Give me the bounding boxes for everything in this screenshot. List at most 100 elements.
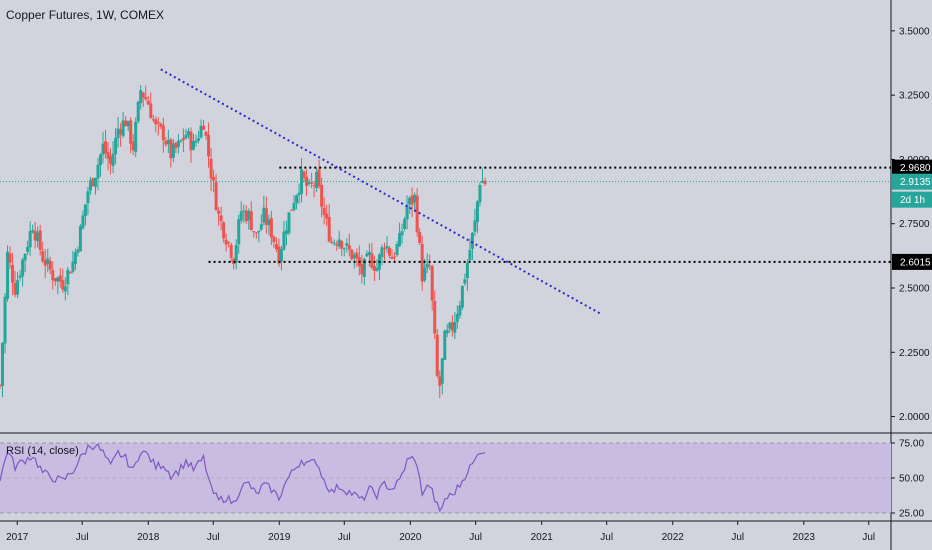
price-tick-label: 2.5000 xyxy=(899,284,930,295)
trendline xyxy=(160,68,602,315)
time-tick-label: 2020 xyxy=(399,532,422,543)
candle-up xyxy=(352,254,356,259)
rsi-tick-label: 75.00 xyxy=(899,439,924,450)
candle-down xyxy=(347,245,351,250)
candle-down xyxy=(269,218,273,238)
candle-down xyxy=(277,246,281,264)
candle-up xyxy=(257,230,261,233)
candle-up xyxy=(262,207,266,223)
rsi-pane xyxy=(0,442,891,514)
candle-up xyxy=(134,121,138,152)
candle-down xyxy=(38,230,42,250)
current-price-tag-bg xyxy=(892,173,932,190)
candle-up xyxy=(292,202,296,210)
candle-down xyxy=(264,208,268,225)
candle-up xyxy=(88,180,92,191)
candle-up xyxy=(408,197,412,205)
resistance-price-tag: 2.9680 xyxy=(900,163,931,174)
time-tick-label: 2018 xyxy=(137,532,160,543)
candle-down xyxy=(11,264,15,283)
candle-up xyxy=(136,101,140,122)
candle-down xyxy=(204,131,208,136)
candle-up xyxy=(345,243,349,246)
candle-up xyxy=(36,232,40,242)
candle-up xyxy=(385,245,389,249)
rsi-label: RSI (14, close) xyxy=(6,445,79,457)
candle-down xyxy=(317,169,321,187)
support-price-tag-bg xyxy=(892,253,932,270)
candle-up xyxy=(284,230,288,235)
candle-up xyxy=(3,296,7,344)
candle-down xyxy=(390,256,394,259)
candle-up xyxy=(81,215,85,229)
candle-up xyxy=(315,171,319,189)
candle-up xyxy=(362,258,366,277)
candle-up xyxy=(440,358,444,384)
candle-down xyxy=(415,195,419,233)
candle-down xyxy=(159,123,163,127)
candle-up xyxy=(413,194,417,203)
candle-up xyxy=(267,219,271,226)
candle-down xyxy=(131,141,135,151)
candle-up xyxy=(380,247,384,258)
candle-up xyxy=(398,233,402,247)
candle-up xyxy=(367,251,371,255)
candle-down xyxy=(164,141,168,145)
candle-up xyxy=(96,164,100,179)
candle-up xyxy=(342,248,346,250)
candle-down xyxy=(420,243,424,282)
candle-up xyxy=(237,219,241,245)
candle-up xyxy=(23,253,27,261)
candle-down xyxy=(483,180,487,185)
resistance-price-tag-bg xyxy=(892,159,932,176)
support-price-tag: 2.6015 xyxy=(900,257,931,268)
candle-up xyxy=(176,140,180,147)
rsi-tick-label: 25.00 xyxy=(899,509,924,520)
candle-up xyxy=(307,181,311,184)
candle-up xyxy=(139,90,143,104)
candle-down xyxy=(202,125,206,130)
candle-down xyxy=(106,152,110,159)
time-tick-label: Jul xyxy=(862,532,875,543)
candle-down xyxy=(104,141,108,154)
price-tick-label: 3.2500 xyxy=(899,91,930,102)
candle-up xyxy=(453,321,457,333)
candle-up xyxy=(184,134,188,139)
candle-up xyxy=(63,286,67,292)
candle-down xyxy=(129,120,133,144)
candle-up xyxy=(395,244,399,255)
rsi-tick-label: 50.00 xyxy=(899,474,924,485)
time-tick-label: Jul xyxy=(469,532,482,543)
time-tick-label: 2017 xyxy=(6,532,29,543)
candle-down xyxy=(48,260,52,270)
candle-down xyxy=(217,210,221,214)
candle-down xyxy=(320,185,324,207)
candle-down xyxy=(302,171,306,179)
candle-down xyxy=(124,120,128,127)
candle-up xyxy=(242,210,246,212)
candle-down xyxy=(252,231,256,233)
candle-up xyxy=(465,262,469,279)
candle-up xyxy=(295,195,299,204)
candle-up xyxy=(114,137,118,155)
candle-down xyxy=(144,97,148,100)
candle-up xyxy=(46,258,50,264)
candle-down xyxy=(154,119,158,125)
candle-down xyxy=(229,244,233,258)
candle-up xyxy=(28,231,32,248)
time-axis[interactable]: 2017 Jul 2018 Jul 2019 Jul 2020 Jul 2021 Jul 2022 J… xyxy=(6,521,875,543)
candle-up xyxy=(297,192,301,196)
candle-down xyxy=(53,277,57,282)
rsi-axis[interactable]: 75.00 50.00 25.00 xyxy=(891,439,924,520)
candle-up xyxy=(191,140,195,150)
candle-up xyxy=(18,275,22,278)
time-tick-label: Jul xyxy=(600,532,613,543)
price-tick-label: 2.2500 xyxy=(899,348,930,359)
candle-up xyxy=(423,267,427,281)
candle-down xyxy=(372,266,376,271)
candle-down xyxy=(355,252,359,259)
candle-down xyxy=(169,139,173,159)
candle-down xyxy=(141,92,145,98)
candle-up xyxy=(1,343,5,386)
